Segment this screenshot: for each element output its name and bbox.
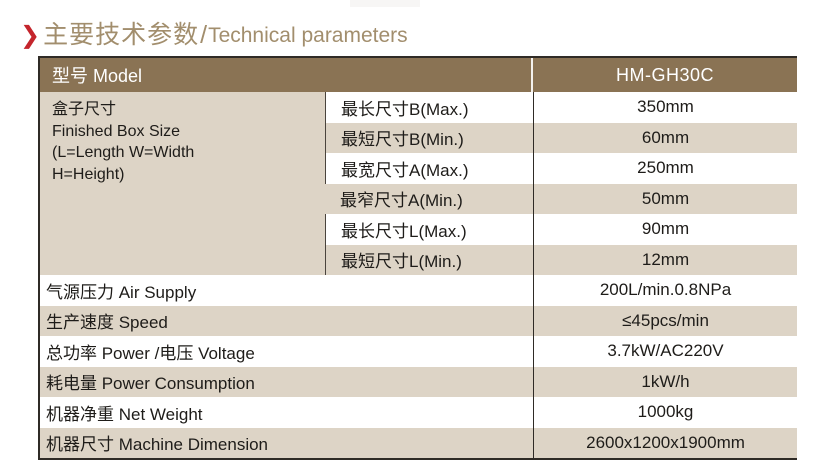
table-header-row: 型号 Model HM-GH30C [40, 58, 797, 92]
section-title: ❯ 主要技术参数 / Technical parameters [20, 20, 408, 50]
spec-value: 250mm [533, 153, 797, 184]
spec-value: 60mm [533, 122, 797, 153]
header-model-label: 型号 Model [40, 58, 533, 92]
spec-label: 机器净重 Net Weight [46, 404, 203, 424]
box-size-label-cell: 盒子尺寸 Finished Box Size (L=Length W=Width… [40, 92, 325, 275]
title-zh: 主要技术参数 [43, 21, 200, 49]
header-model-value: HM-GH30C [615, 64, 714, 85]
box-size-label-line: (L=Length W=Width [52, 144, 195, 161]
spec-value: 90mm [533, 214, 797, 245]
spec-label: 机器尺寸 Machine Dimension [46, 435, 269, 455]
table-row: 耗电量 Power Consumption 1kW/h [40, 366, 797, 397]
table-row: 生产速度 Speed ≤45pcs/min [40, 305, 797, 336]
box-size-label-line: H=Height) [52, 165, 125, 183]
spec-value: 1kW/h [533, 366, 797, 397]
spec-value: 12mm [533, 244, 797, 275]
spec-table: 型号 Model HM-GH30C 盒子尺寸 Finished Box Size… [38, 56, 797, 460]
title-en: Technical parameters [208, 24, 408, 47]
spec-label: 最短尺寸B(Min.) [325, 122, 533, 153]
title-slash: / [200, 21, 208, 49]
table-row: 总功率 Power /电压 Voltage 3.7kW/AC220V [40, 336, 797, 367]
box-size-label-line: 盒子尺寸 [52, 101, 117, 118]
spec-value: 2600x1200x1900mm [533, 427, 797, 458]
spec-label: 最窄尺寸A(Min.) [325, 183, 533, 214]
chevron-icon: ❯ [20, 22, 41, 49]
spec-value: 50mm [533, 183, 797, 214]
spec-label: 最长尺寸B(Max.) [325, 92, 533, 123]
spec-label: 生产速度 Speed [46, 313, 168, 333]
spec-label: 最短尺寸L(Min.) [325, 244, 533, 275]
general-spec-section: 气源压力 Air Supply 200L/min.0.8NPa 生产速度 Spe… [40, 275, 797, 458]
box-size-label-line: Finished Box Size [52, 122, 181, 140]
table-row: 机器净重 Net Weight 1000kg [40, 397, 797, 428]
spec-label: 耗电量 Power Consumption [46, 374, 255, 394]
spec-value: 1000kg [533, 397, 797, 428]
spec-label: 总功率 Power /电压 Voltage [46, 343, 255, 363]
spec-value: 200L/min.0.8NPa [533, 275, 797, 306]
spec-value: 3.7kW/AC220V [533, 336, 797, 367]
spec-label: 最宽尺寸A(Max.) [325, 153, 533, 184]
table-row: 气源压力 Air Supply 200L/min.0.8NPa [40, 275, 797, 306]
box-size-section: 盒子尺寸 Finished Box Size (L=Length W=Width… [40, 92, 797, 275]
spec-label: 气源压力 Air Supply [46, 282, 197, 302]
spec-value: 350mm [533, 92, 797, 123]
table-row: 机器尺寸 Machine Dimension 2600x1200x1900mm [40, 427, 797, 458]
spec-value: ≤45pcs/min [533, 305, 797, 336]
top-edge-artifact [350, 0, 420, 7]
spec-label: 最长尺寸L(Max.) [325, 214, 533, 245]
